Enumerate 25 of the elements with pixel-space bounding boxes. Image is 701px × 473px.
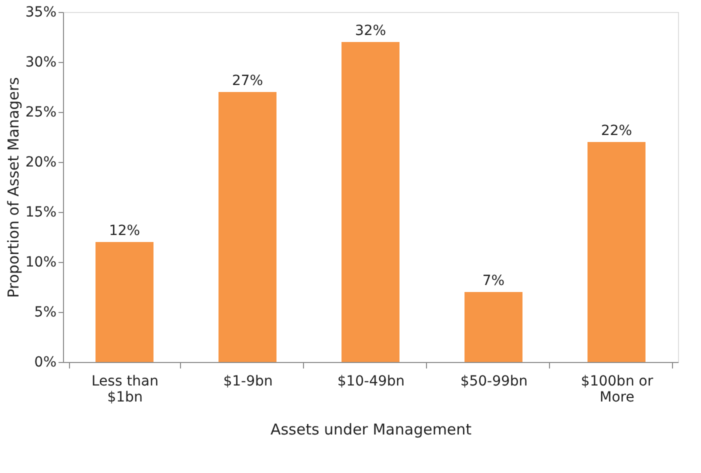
bar	[96, 242, 154, 362]
x-axis-title: Assets under Management	[270, 420, 472, 438]
bar	[342, 42, 400, 362]
data-label: 27%	[232, 73, 264, 89]
bar	[218, 92, 276, 362]
data-label: 22%	[600, 123, 632, 139]
y-tick-label: 0%	[34, 354, 56, 370]
y-tick-label: 10%	[25, 254, 56, 270]
bar	[464, 292, 522, 362]
y-tick-label: 25%	[25, 104, 56, 120]
data-label: 7%	[482, 273, 505, 289]
y-axis-title: Proportion of Asset Managers	[4, 76, 22, 298]
data-label: 32%	[354, 23, 386, 39]
x-tick-label: $10-49bn	[337, 374, 405, 390]
y-tick-label: 15%	[25, 204, 56, 220]
y-tick-label: 20%	[25, 154, 56, 170]
x-tick-label: $100bn or More	[580, 374, 654, 406]
x-tick-label: Less than $1bn	[91, 374, 159, 406]
x-tick-label: $1-9bn	[223, 374, 273, 390]
x-tick-label: $50-99bn	[460, 374, 528, 390]
bar	[588, 142, 646, 362]
y-tick-label: 5%	[34, 304, 56, 320]
y-tick-label: 30%	[25, 54, 56, 70]
y-tick-label: 35%	[25, 4, 56, 20]
data-label: 12%	[108, 223, 140, 239]
